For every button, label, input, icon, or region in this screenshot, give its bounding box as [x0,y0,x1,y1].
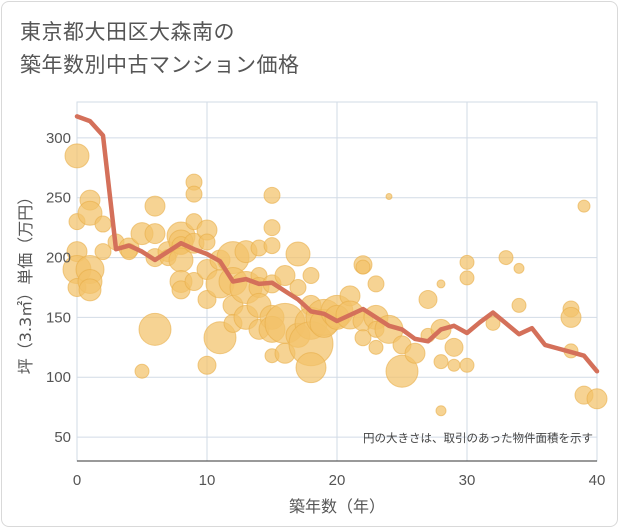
bubble-layer [62,143,608,417]
bubble-point [577,199,591,213]
bubble-point [513,262,525,274]
x-axis-label: 築年数（年） [289,497,385,516]
chart-grid [76,101,598,462]
chart-title: 東京都大田区大森南の 築年数別中古マンション価格 [20,16,300,82]
y-tick-label: 100 [46,369,71,386]
bubble-point [289,278,307,296]
bubble-point [198,233,216,251]
bubble-point [404,342,426,364]
y-tick-label: 200 [46,250,71,267]
bubble-point [274,265,296,287]
bubble-point [418,289,438,309]
bubble-point [184,272,204,291]
bubble-point [511,297,527,313]
chart-axes: 0 10 20 30 40 50 100 150 200 250 300 [46,130,605,489]
bubble-point [459,254,475,270]
chart-annotation: 円の大きさは、取引のあった物件面積を示す [363,431,593,445]
chart-title-line-1: 東京都大田区大森南の [20,20,235,44]
trend-line-layer [74,114,600,374]
x-tick-label: 10 [199,472,216,489]
bubble-point [94,243,112,261]
bubble-point [354,329,372,347]
bubble-point [459,270,475,286]
bubble-point [433,354,449,370]
x-tick-label: 30 [459,472,476,489]
bubble-point [285,241,311,267]
average-price-line [74,114,600,374]
chart-title-line-2: 築年数別中古マンション価格 [20,53,300,77]
bubble-point [447,358,461,372]
bubble-point [444,337,464,357]
y-tick-label: 150 [46,309,71,326]
bubble-point [367,275,385,293]
bubble-point [64,143,90,169]
x-tick-label: 0 [73,472,81,489]
bubble-point [385,193,393,201]
bubble-point [134,363,150,379]
bubble-point [138,312,172,346]
x-tick-label: 20 [329,472,346,489]
bubble-point [197,355,217,375]
bubble-point [263,237,281,255]
bubble-point [263,219,281,237]
bubble-point [498,250,514,266]
bubble-point [435,405,447,417]
bubble-point [302,267,320,285]
bubble-point [94,215,112,233]
bubble-point [560,306,582,328]
bubble-point [144,195,166,217]
bubble-point [459,357,475,373]
bubble-point [144,223,166,245]
bubble-point [485,315,501,331]
x-tick-label: 40 [589,472,606,489]
y-axis-label: 坪（3.3㎡）単価（万円） [16,189,35,374]
bubble-point [586,388,608,410]
bubble-point [263,186,281,204]
bubble-point [78,278,102,302]
bubble-point [368,339,384,355]
bubble-point [185,185,203,203]
bubble-point [355,259,371,275]
bubble-point [385,354,419,388]
y-tick-label: 50 [54,429,71,446]
bubble-point [295,352,327,384]
y-tick-label: 300 [46,130,71,147]
bubble-point [436,279,446,289]
y-tick-label: 250 [46,190,71,207]
